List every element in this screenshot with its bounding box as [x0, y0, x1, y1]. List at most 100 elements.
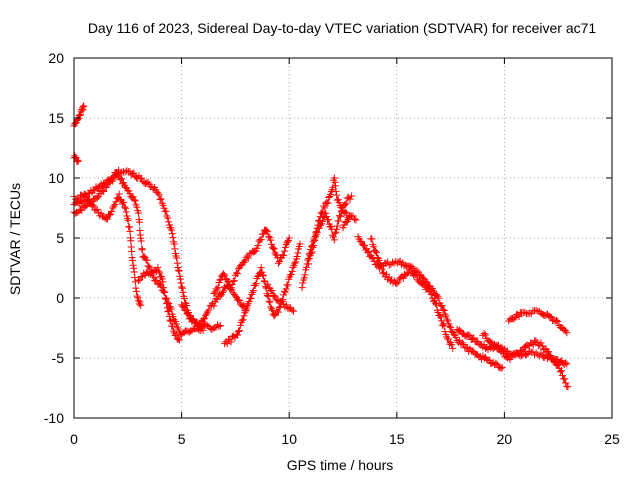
data-point [159, 284, 167, 292]
y-axis-label: SDTVAR / TECUs [7, 183, 23, 295]
data-point [563, 360, 571, 368]
data-point [240, 312, 248, 320]
data-point [254, 241, 262, 249]
data-point [326, 222, 334, 230]
data-point [154, 189, 162, 197]
data-point [276, 258, 284, 266]
data-point [172, 320, 180, 328]
x-tick-label: 10 [281, 431, 297, 447]
series-arc-p [505, 306, 571, 337]
data-point [202, 321, 210, 329]
data-point [131, 273, 139, 281]
data-point [330, 174, 338, 182]
data-point [129, 257, 137, 265]
data-point [153, 277, 161, 285]
data-point [332, 187, 340, 195]
data-point [324, 199, 332, 207]
data-point [80, 102, 88, 110]
x-tick-label: 5 [178, 431, 186, 447]
data-point [336, 213, 344, 221]
data-point [439, 306, 447, 314]
data-point [183, 310, 191, 318]
data-point [143, 256, 151, 264]
data-point [247, 295, 255, 303]
y-tick-label: 0 [56, 290, 64, 306]
data-point [440, 306, 448, 314]
data-point [165, 218, 173, 226]
data-point [263, 227, 271, 235]
data-point [529, 340, 537, 348]
data-point [174, 335, 182, 343]
series-arc-f [210, 226, 293, 297]
data-point [345, 193, 353, 201]
series-arc-j [305, 192, 356, 268]
data-point [235, 327, 243, 335]
data-point [95, 184, 103, 192]
data-point [122, 204, 130, 212]
x-tick-label: 15 [389, 431, 405, 447]
data-point [254, 273, 262, 281]
data-point [259, 230, 267, 238]
data-point [71, 152, 79, 160]
data-point [444, 317, 452, 325]
x-tick-label: 20 [497, 431, 513, 447]
data-point [413, 267, 421, 275]
data-point [136, 298, 144, 306]
data-point [249, 288, 257, 296]
data-point [510, 315, 518, 323]
data-point [556, 368, 564, 376]
data-point [205, 306, 213, 314]
data-point [348, 192, 356, 200]
data-point [438, 321, 446, 329]
data-point [264, 280, 272, 288]
data-point [223, 340, 231, 348]
data-point [270, 245, 278, 253]
data-point [155, 191, 163, 199]
data-point [432, 299, 440, 307]
data-point [373, 249, 381, 257]
data-point [337, 208, 345, 216]
data-point [168, 226, 176, 234]
data-point [257, 264, 265, 272]
data-point [93, 205, 101, 213]
data-point [172, 331, 180, 339]
data-point [423, 283, 431, 291]
y-tick-label: 10 [48, 170, 64, 186]
data-point [130, 264, 138, 272]
data-point [77, 107, 85, 115]
data-point [345, 216, 353, 224]
data-point [382, 259, 390, 267]
data-point [288, 306, 296, 314]
data-point [538, 342, 546, 350]
data-point [430, 296, 438, 304]
data-point [309, 243, 317, 251]
data-point [161, 294, 169, 302]
data-point [420, 280, 428, 288]
data-point [335, 217, 343, 225]
data-point [100, 187, 108, 195]
data-point [132, 287, 140, 295]
data-point [456, 326, 464, 334]
data-point [175, 336, 183, 344]
data-point [110, 202, 118, 210]
data-point [184, 310, 192, 318]
data-point [76, 111, 84, 119]
data-point [296, 240, 304, 248]
data-point [103, 215, 111, 223]
data-point [554, 318, 562, 326]
data-point [324, 216, 332, 224]
data-point [274, 296, 282, 304]
data-point [427, 290, 435, 298]
data-point [438, 317, 446, 325]
data-point [432, 301, 440, 309]
data-point [177, 279, 185, 287]
data-point [372, 247, 380, 255]
data-point [89, 201, 97, 209]
data-point [124, 216, 132, 224]
data-point [178, 284, 186, 292]
y-tick-label: 15 [48, 110, 64, 126]
data-point [365, 248, 373, 256]
data-point [264, 292, 272, 300]
data-point [552, 316, 560, 324]
